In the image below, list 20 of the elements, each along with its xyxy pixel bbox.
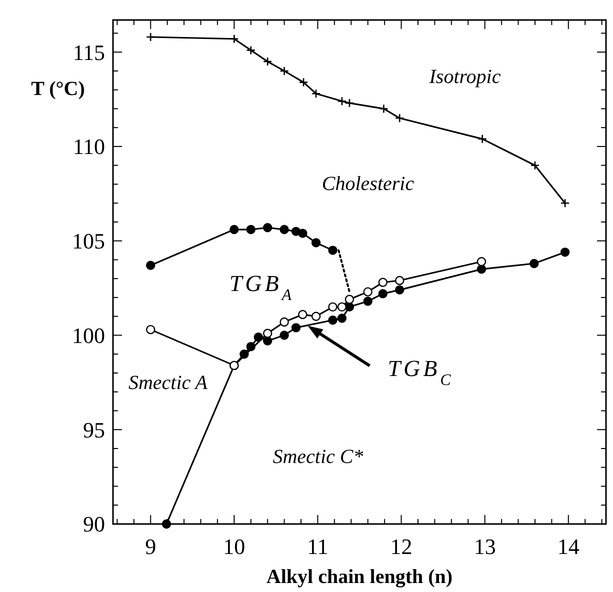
x-tick-label: 14 bbox=[557, 534, 580, 559]
annotation: Cholesteric bbox=[322, 173, 414, 195]
annotation: TGB$_{C}$ bbox=[388, 356, 454, 388]
x-axis-title: Alkyl chain length (n) bbox=[266, 566, 453, 588]
y-tick-label: 90 bbox=[83, 512, 105, 537]
x-tick-label: 9 bbox=[145, 534, 156, 559]
y-tick-label: 95 bbox=[83, 417, 105, 442]
y-tick-label: 100 bbox=[72, 322, 105, 348]
x-tick-label: 12 bbox=[390, 534, 412, 559]
annotation: Smectic C* bbox=[272, 446, 364, 468]
annotation: TGB$_{A}$ bbox=[229, 271, 295, 304]
y-axis-title: T (°C) bbox=[31, 78, 85, 100]
x-tick-label: 13 bbox=[474, 534, 496, 559]
x-tick-label: 10 bbox=[223, 534, 246, 559]
y-tick-label: 115 bbox=[72, 40, 105, 65]
annotation: Smectic A bbox=[128, 372, 208, 394]
y-tick-label: 105 bbox=[72, 228, 105, 254]
y-tick-label: 110 bbox=[72, 134, 105, 160]
annotation: Isotropic bbox=[428, 66, 501, 88]
x-tick-label: 11 bbox=[307, 534, 328, 559]
